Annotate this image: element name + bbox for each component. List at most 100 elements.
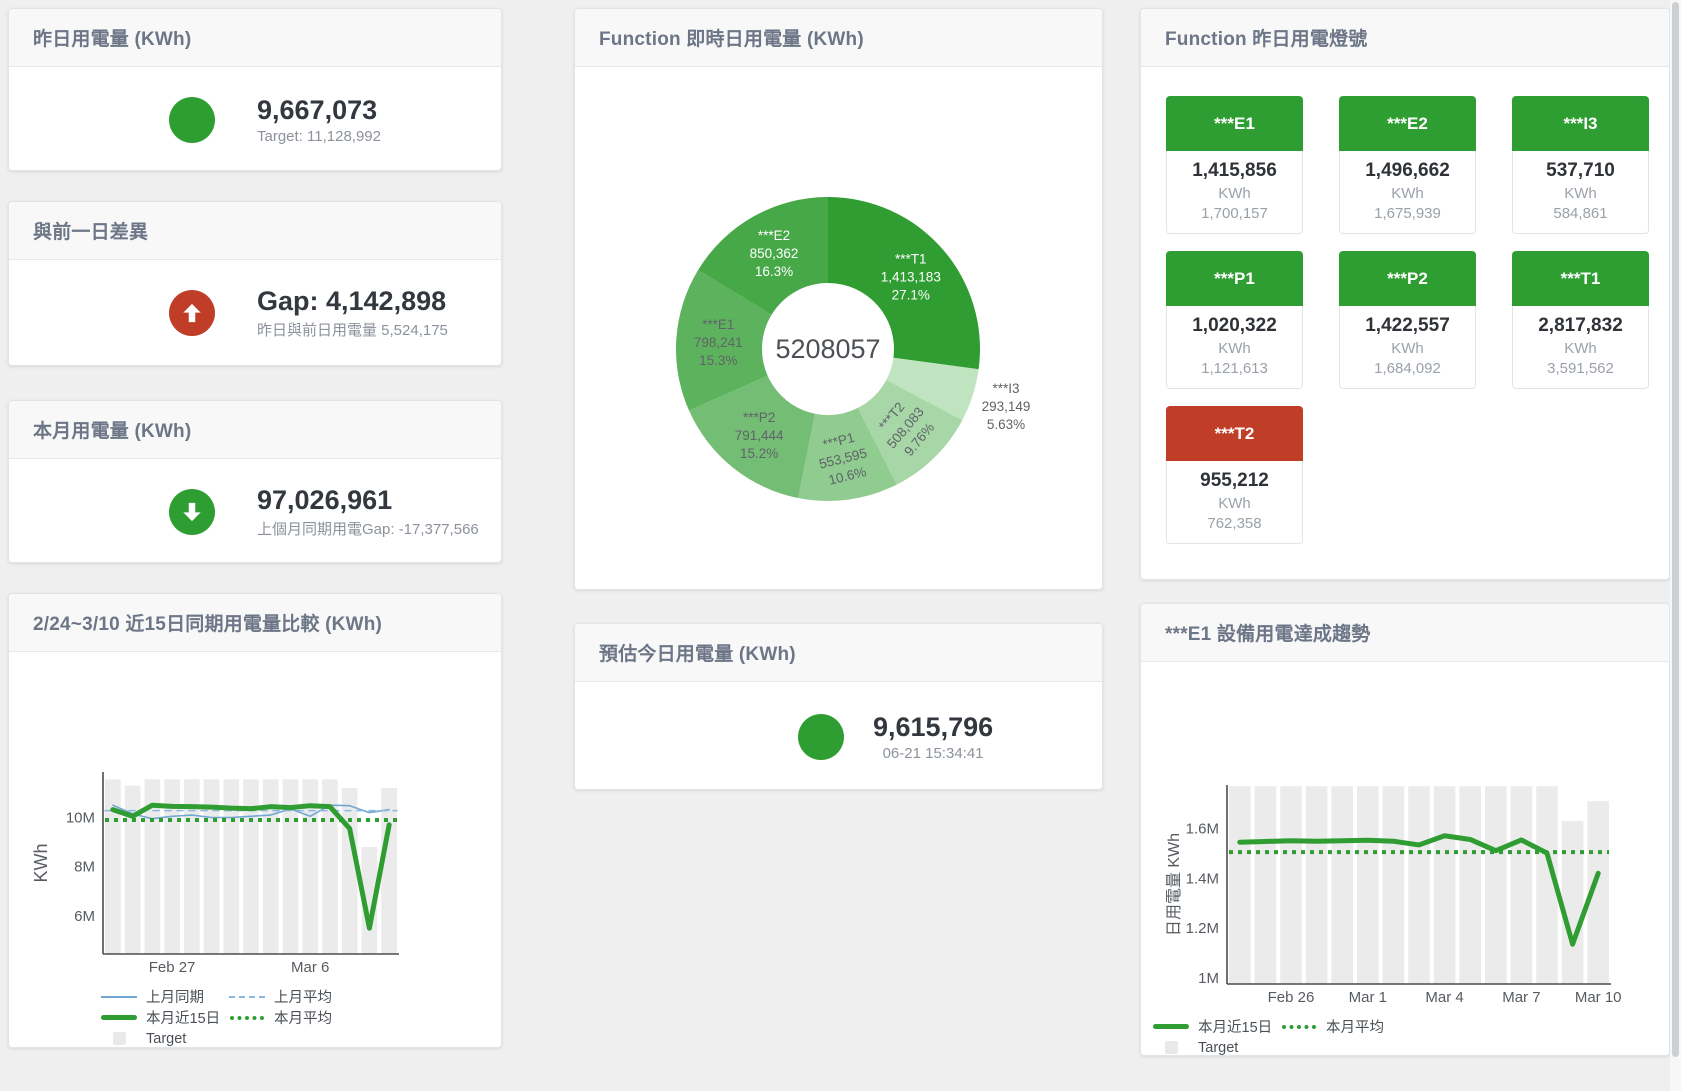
target-bar <box>1510 786 1533 984</box>
target-bar <box>1229 786 1251 984</box>
legend-label: 上月同期 <box>146 990 204 1006</box>
compare-line-chart: 6M 8M 10M KWh Feb 27 Mar 6 <box>31 772 399 976</box>
x-tick-label: Feb 26 <box>1268 989 1315 1006</box>
target-bar <box>1305 786 1328 984</box>
legend-item-本月近15日[interactable]: 本月近15日 <box>1153 1016 1281 1037</box>
legend-item-本月平均[interactable]: 本月平均 <box>1281 1016 1409 1037</box>
donut-slice-T1 <box>828 197 980 370</box>
legend-item-上月同期[interactable]: 上月同期 <box>101 986 229 1007</box>
y-tick-label: 10M <box>66 810 95 827</box>
compare-chart-title: 2/24~3/10 近15日同期用電量比較 (KWh) <box>9 594 501 652</box>
light-tile-header: ***T2 <box>1166 406 1303 461</box>
legend-item-Target[interactable]: Target <box>1153 1040 1281 1056</box>
target-bar <box>1331 786 1353 984</box>
light-tile-target: 762,358 <box>1207 515 1262 532</box>
light-tile-T1: ***T1 2,817,832 KWh 3,591,562 <box>1512 251 1649 389</box>
x-tick-label: Mar 6 <box>291 959 329 976</box>
arrow-down-circle-icon <box>169 488 215 535</box>
legend-label: 本月近15日 <box>146 1011 221 1027</box>
light-tile-E2: ***E2 1,496,662 KWh 1,675,939 <box>1339 96 1476 234</box>
light-tile-unit: KWh <box>1564 340 1597 357</box>
legend-swatch-dashed-icon <box>229 995 265 998</box>
card-compare-chart: 2/24~3/10 近15日同期用電量比較 (KWh) 6M 8M 10M KWh Fe… <box>8 593 502 1048</box>
target-bar <box>302 779 319 954</box>
scrollbar-thumb[interactable] <box>1672 2 1679 1057</box>
y-tick-label: 8M <box>74 859 95 876</box>
card-day-gap: 與前一日差異 Gap: 4,142,898 昨日與前日用電量 5,524,175 <box>8 201 502 366</box>
light-tiles-grid: ***E1 1,415,856 KWh 1,700,157 ***E2 1,496,662… <box>1141 67 1669 544</box>
light-tile-value: 537,710 <box>1546 160 1615 181</box>
estimate-timestamp: 06-21 15:34:41 <box>882 744 984 762</box>
light-tile-header: ***I3 <box>1512 96 1649 151</box>
target-bar <box>361 847 378 954</box>
compare-chart-legend: 上月同期 上月平均 本月近15日 本月平均 Target <box>101 986 501 1049</box>
light-tile-value: 955,212 <box>1200 470 1269 491</box>
month-usage-gap: 上個月同期用電Gap: -17,377,566 <box>257 520 479 538</box>
light-tile-header: ***E2 <box>1339 96 1476 151</box>
target-bar <box>322 779 338 954</box>
donut-slice-label: ***I3 293,149 5.63% <box>982 381 1031 432</box>
legend-swatch-bar-icon <box>101 1032 137 1045</box>
y-axis-label: 日用電量 KWh <box>1166 833 1183 936</box>
donut-slice-P2 <box>689 375 816 499</box>
card-estimate-today: 預估今日用電量 (KWh) 9,615,796 06-21 15:34:41 <box>574 623 1103 790</box>
light-tile-I3: ***I3 537,710 KWh 584,861 <box>1512 96 1649 234</box>
column-left: 昨日用電量 (KWh) 9,667,073 Target: 11,128,992… <box>8 8 502 1048</box>
trend-chart-legend: 本月近15日 本月平均 Target <box>1153 1016 1669 1058</box>
legend-label: Target <box>1198 1039 1239 1056</box>
light-tile-unit: KWh <box>1564 185 1597 202</box>
page-scrollbar[interactable] <box>1670 0 1681 1091</box>
day-gap-value: Gap: 4,142,898 <box>257 285 447 316</box>
target-bar <box>262 779 279 954</box>
arrow-up-circle-icon <box>169 289 215 336</box>
y-tick-label: 6M <box>74 908 95 925</box>
legend-item-Target[interactable]: Target <box>101 1031 229 1047</box>
legend-swatch-dotted-icon <box>229 1015 265 1020</box>
target-bar <box>105 779 121 954</box>
light-tile-P2: ***P2 1,422,557 KWh 1,684,092 <box>1339 251 1476 389</box>
target-bar <box>243 779 259 954</box>
x-tick-label: Mar 7 <box>1502 989 1540 1006</box>
yesterday-usage-value: 9,667,073 <box>257 94 378 125</box>
card-month-usage: 本月用電量 (KWh) 97,026,961 上個月同期用電Gap: -17,3… <box>8 400 502 563</box>
donut-slice-T2 <box>857 379 963 485</box>
target-bar <box>183 779 200 954</box>
target-bar <box>1485 786 1507 984</box>
series-line <box>110 802 392 931</box>
light-tile-value: 1,020,322 <box>1192 315 1277 336</box>
legend-item-本月近15日[interactable]: 本月近15日 <box>101 1007 229 1028</box>
target-bar <box>1459 786 1481 984</box>
light-tile-unit: KWh <box>1391 340 1424 357</box>
column-right: Function 昨日用電燈號 ***E1 1,415,856 KWh 1,700,1… <box>1140 8 1670 1056</box>
legend-item-上月平均[interactable]: 上月平均 <box>229 986 357 1007</box>
legend-swatch-bar-icon <box>1153 1041 1189 1054</box>
status-circle-icon <box>169 96 215 143</box>
target-bar <box>203 779 220 954</box>
target-bar <box>1357 786 1379 984</box>
x-tick-label: Feb 27 <box>149 959 196 976</box>
day-gap-sub: 昨日與前日用電量 5,524,175 <box>257 321 448 339</box>
card-yesterday-title: 昨日用電量 (KWh) <box>9 9 501 67</box>
target-bar <box>223 779 240 954</box>
trend-chart-title: ***E1 設備用電達成趨勢 <box>1141 604 1669 662</box>
card-usage-lights: Function 昨日用電燈號 ***E1 1,415,856 KWh 1,700,1… <box>1140 8 1670 580</box>
series-line <box>1237 833 1601 947</box>
light-tile-unit: KWh <box>1218 495 1251 512</box>
card-month-title: 本月用電量 (KWh) <box>9 401 501 459</box>
light-tile-target: 584,861 <box>1553 205 1608 222</box>
donut-slice-E2 <box>698 197 828 315</box>
light-tile-unit: KWh <box>1218 340 1251 357</box>
target-bar <box>341 787 358 954</box>
target-bar <box>1433 786 1456 984</box>
light-tile-P1: ***P1 1,020,322 KWh 1,121,613 <box>1166 251 1303 389</box>
donut-slice-I3 <box>886 357 979 421</box>
light-tile-value: 1,415,856 <box>1192 160 1277 181</box>
light-tile-target: 1,675,939 <box>1374 205 1441 222</box>
light-tile-target: 1,684,092 <box>1374 360 1441 377</box>
legend-swatch-dotted-icon <box>1281 1024 1317 1029</box>
light-tile-unit: KWh <box>1218 185 1251 202</box>
legend-item-本月平均[interactable]: 本月平均 <box>229 1007 357 1028</box>
donut-slice-label: ***E1 798,241 15.3% <box>694 317 743 368</box>
lights-panel-title: Function 昨日用電燈號 <box>1141 9 1669 67</box>
